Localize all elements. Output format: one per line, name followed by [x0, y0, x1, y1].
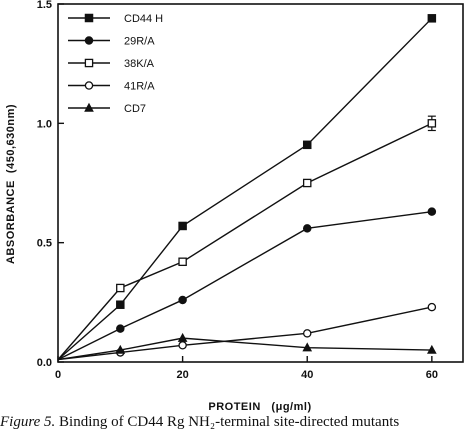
- legend-label: 29R/A: [124, 36, 155, 48]
- data-point: [178, 257, 187, 267]
- data-point: [116, 324, 125, 333]
- series-line: [57, 122, 433, 361]
- series-29r-a: [57, 207, 437, 361]
- legend-label: CD7: [124, 103, 146, 115]
- caption-text: Binding of CD44 Rg NH₂-terminal site-dir…: [59, 414, 400, 430]
- data-point: [427, 14, 437, 23]
- y-tick-label: 1.0: [37, 118, 52, 130]
- y-tick-label: 1.5: [37, 0, 52, 11]
- legend-marker: [84, 102, 94, 112]
- x-tick-label: 60: [426, 369, 438, 381]
- data-point: [302, 342, 313, 352]
- series-group: [57, 14, 437, 361]
- data-point: [177, 332, 188, 342]
- series-line: [57, 210, 432, 361]
- y-tick-label: 0.5: [37, 238, 52, 250]
- x-tick-label: 0: [55, 369, 61, 381]
- data-point: [427, 344, 437, 354]
- data-point: [302, 140, 312, 150]
- x-tick-label: 40: [301, 369, 313, 381]
- axes: [57, 3, 464, 363]
- legend-marker: [84, 36, 94, 45]
- legend-label: 38K/A: [124, 58, 155, 70]
- data-point: [178, 341, 187, 350]
- figure-caption: Figure 5. Binding of CD44 Rg NH₂-termina…: [0, 414, 474, 436]
- data-point: [116, 300, 125, 309]
- x-tick-label: 20: [176, 369, 188, 381]
- x-axis-title: PROTEIN (μg/ml): [208, 401, 311, 413]
- y-tick-label: 0.0: [37, 357, 52, 369]
- y-axis-title: ABSORBANCE (450,630nm): [5, 104, 17, 264]
- series-cd7: [57, 332, 437, 361]
- legend: CD44 H 29R/A 38K/A 41R/A CD7: [68, 13, 163, 115]
- series-line: [57, 17, 433, 361]
- data-point: [427, 119, 437, 128]
- legend-marker: [84, 13, 94, 23]
- legend-label: 41R/A: [124, 81, 155, 93]
- data-point: [178, 221, 187, 231]
- series-38k-a: [57, 115, 437, 361]
- data-point: [427, 302, 437, 312]
- data-point: [302, 224, 312, 233]
- data-point: [178, 295, 187, 305]
- legend-marker: [84, 81, 94, 90]
- data-point: [302, 178, 312, 188]
- plot-frame: [57, 3, 464, 363]
- caption-label: Figure 5.: [0, 414, 56, 430]
- legend-marker: [84, 58, 94, 68]
- legend-label: CD44 H: [124, 13, 163, 25]
- data-point: [427, 207, 437, 216]
- series-line: [57, 337, 432, 361]
- data-point: [116, 283, 125, 293]
- data-point: [302, 329, 312, 338]
- series-line: [57, 306, 432, 361]
- data-point: [115, 344, 126, 354]
- series-cd44-h: [57, 14, 437, 361]
